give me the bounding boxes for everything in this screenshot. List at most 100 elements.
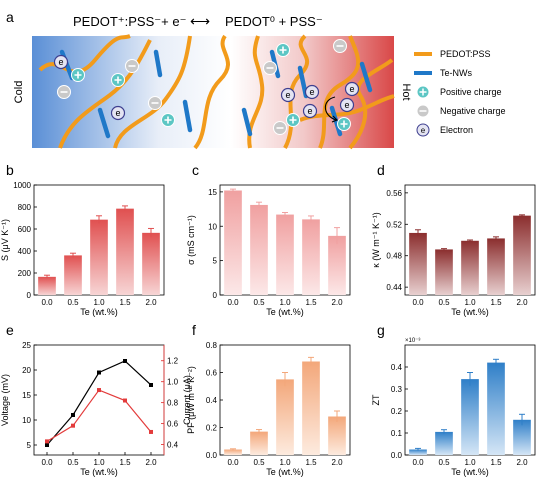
y-tick-label: 15 xyxy=(22,391,31,400)
y-tick-label: 20 xyxy=(22,366,31,375)
electron-symbol: e xyxy=(309,87,314,97)
bar xyxy=(250,204,268,295)
y-tick-label: 200 xyxy=(18,269,32,278)
current-point xyxy=(97,388,101,393)
bar xyxy=(302,361,320,455)
te-nw-rod xyxy=(182,99,193,133)
x-tick-label: 2.0 xyxy=(516,458,528,467)
y-tick-label: 600 xyxy=(18,225,32,234)
bar xyxy=(487,238,505,295)
chart-b: b 0 200 400 600 800 1000 0.0 0.5 1.0 1.5 2.0 Te (wt.… xyxy=(0,162,165,317)
voltage-point xyxy=(71,413,75,417)
cold-label: Cold xyxy=(13,81,25,104)
y-tick-label: 10 xyxy=(22,416,31,425)
chart-g: g 0.0 0.1 0.2 0.3 0.4 0.0 0.5 1.0 1.5 2.0 Te (wt.%)… xyxy=(371,322,536,477)
legend-label: Positive charge xyxy=(440,87,502,97)
voltage-point xyxy=(149,383,153,387)
pedot-pss-strand xyxy=(299,94,395,122)
y-tick-label: 0.48 xyxy=(386,252,402,261)
electron-symbol: e xyxy=(115,108,120,118)
bar xyxy=(224,190,242,295)
x-tick-label: 0.0 xyxy=(412,458,424,467)
pedot-pss-strand xyxy=(193,34,230,150)
te-nw-rod xyxy=(153,49,163,78)
hopping-arrow-head xyxy=(331,115,338,123)
x-tick-label: 1.5 xyxy=(119,298,131,307)
bar xyxy=(435,249,453,295)
x-tick-label: 1.0 xyxy=(464,298,476,307)
pedot-pss-strand xyxy=(318,35,361,149)
panel-letter-e: e xyxy=(6,322,14,338)
bar xyxy=(64,255,82,295)
x-tick-label: 1.5 xyxy=(305,298,317,307)
plus-sign-icon xyxy=(279,46,287,54)
x-axis-label: Te (wt.%) xyxy=(451,307,489,317)
x-tick-label: 1.5 xyxy=(490,458,502,467)
electron-icon xyxy=(304,84,320,100)
x-tick-label: 0.0 xyxy=(227,298,239,307)
bar xyxy=(409,232,427,295)
y-tick-label: 0.44 xyxy=(386,283,402,292)
current-point xyxy=(149,429,153,434)
panel-letter-d: d xyxy=(377,162,385,178)
x-tick-label: 0.0 xyxy=(412,298,424,307)
x-tick-label: 2.0 xyxy=(331,298,343,307)
bar xyxy=(250,431,268,455)
current-series-line xyxy=(46,389,152,442)
y2-tick-label: 1.0 xyxy=(167,378,179,387)
current-point xyxy=(71,423,75,428)
electron-icon xyxy=(302,103,318,119)
voltage-point xyxy=(123,359,127,363)
y-tick-label: 0.2 xyxy=(391,407,403,416)
electron-symbol: e xyxy=(285,90,290,100)
bar xyxy=(116,208,134,295)
legend-label: Negative charge xyxy=(440,106,506,116)
y-tick-label: 0.0 xyxy=(391,451,403,460)
bar xyxy=(142,232,160,295)
voltage-point xyxy=(97,370,101,375)
electron-icon xyxy=(344,81,360,97)
y-tick-label: 400 xyxy=(18,247,32,256)
x-tick-label: 0.0 xyxy=(41,458,53,467)
electron-symbol: e xyxy=(307,106,312,116)
x-tick-label: 2.0 xyxy=(145,298,157,307)
x-tick-label: 1.5 xyxy=(119,458,131,467)
bar xyxy=(513,215,531,295)
panel-letter-c: c xyxy=(192,162,199,178)
x-axis-label: Te (wt.%) xyxy=(266,467,304,477)
panel-letter-f: f xyxy=(192,322,196,338)
x-axis-label: Te (wt.%) xyxy=(266,307,304,317)
plus-sign-icon xyxy=(289,116,297,124)
te-nw-rod xyxy=(329,105,343,137)
te-nw-rod xyxy=(359,61,373,93)
chart-e: e 5 10 15 20 25 0.0 0.5 1.0 1.5 2.0 Te (wt.%) Voltag… xyxy=(0,322,192,477)
te-nw-rod xyxy=(241,107,253,137)
x-tick-label: 0.5 xyxy=(67,458,79,467)
x-tick-label: 2.0 xyxy=(331,458,343,467)
electron-circle-icon xyxy=(416,123,430,137)
y-tick-label: 0 xyxy=(27,291,32,300)
current-point xyxy=(45,439,49,444)
electron-icon xyxy=(280,87,296,103)
panel-letter-b: b xyxy=(6,162,14,178)
x-tick-label: 2.0 xyxy=(145,458,157,467)
y-axis-label: S (μV K⁻¹) xyxy=(0,219,10,261)
x-tick-label: 0.0 xyxy=(227,458,239,467)
bar xyxy=(276,379,294,455)
y-axis-label: σ (mS cm⁻¹) xyxy=(186,215,196,265)
panel-letter-g: g xyxy=(377,322,385,338)
bar xyxy=(461,240,479,295)
x-tick-label: 1.0 xyxy=(93,458,105,467)
chart-d: d 0.44 0.48 0.52 0.56 0.0 0.5 1.0 1.5 2.0 Te (wt.%… xyxy=(371,162,536,317)
voltage-point xyxy=(45,443,49,447)
y2-tick-label: 0.4 xyxy=(167,441,179,450)
schematic-scene: eee e eee xyxy=(38,34,395,150)
bar xyxy=(513,419,531,455)
equation-arrow: ⟷ xyxy=(190,13,210,29)
bar xyxy=(276,214,294,295)
electron-symbol: e xyxy=(58,57,63,67)
x-tick-label: 0.5 xyxy=(438,458,450,467)
legend-label: PEDOT:PSS xyxy=(440,49,491,59)
bar xyxy=(224,449,242,455)
y-axis-label: ZT xyxy=(371,394,381,405)
